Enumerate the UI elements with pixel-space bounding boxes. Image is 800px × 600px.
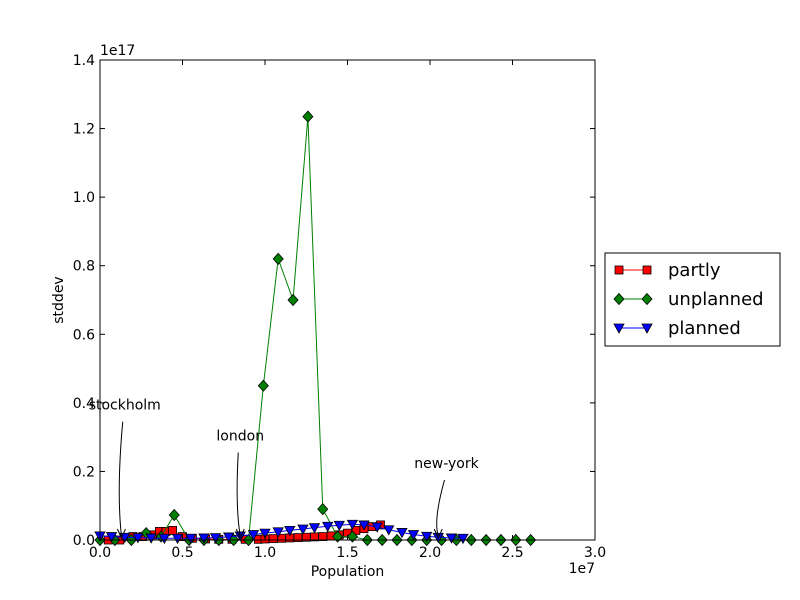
x-tick-label-1: 0.5 [171,545,193,561]
x-tick-label-5: 2.5 [501,545,523,561]
x-tick-label-0: 0.0 [89,545,111,561]
annotation-stockholm: stockholm [89,398,161,540]
data-point-unplanned-17 [346,530,358,543]
legend-label-planned: planned [668,318,741,339]
legend-item-planned: planned [613,318,741,339]
legend-marker-start-partly [614,265,624,275]
annotation-layer: stockholm london new-york [89,398,480,540]
annotation-label-london: london [216,429,264,445]
annotation-london: london [216,429,264,540]
data-point-planned-25 [407,530,420,541]
data-point-planned-18 [322,521,334,533]
y-tick-label-4: 0.8 [73,259,95,275]
x-exponent-label: 1e7 [569,561,595,577]
data-point-planned-24 [396,528,408,539]
data-point-planned-9 [209,533,222,544]
series-layer [94,110,537,547]
data-point-planned-21 [358,520,370,531]
data-point-planned-17 [308,523,321,534]
annotation-arrow-london [236,452,241,537]
y-exponent-label: 1e17 [100,43,135,59]
x-axis-label: Population [311,564,385,580]
data-point-planned-19 [333,520,345,532]
ticks-layer: 0.0 0.5 1.0 1.5 2.0 2.5 3.0 0.0 0.2 0.4 0.6 0.8 1.0 1… [73,53,606,561]
data-point-unplanned-5 [168,508,180,522]
legend: partly unplanned planned [604,252,781,347]
legend-item-partly: partly [614,260,721,281]
legend-marker-end-planned [641,323,653,334]
series-unplanned [94,110,537,547]
y-axis-label: stddev [51,276,67,323]
y-tick-label-3: 0.6 [73,327,95,343]
data-point-planned-7 [185,533,197,545]
annotation-arrowhead-new-york [433,528,443,540]
annotation-label-new-york: new-york [414,456,479,472]
data-point-unplanned-13 [287,293,299,307]
legend-marker-start-unplanned [613,292,625,306]
data-point-planned-23 [383,525,395,536]
data-point-planned-28 [445,533,458,544]
data-point-planned-16 [297,524,309,535]
data-point-planned-15 [284,526,296,537]
data-point-planned-3 [132,533,144,544]
annotation-new-york: new-york [414,456,480,540]
legend-marker-end-partly [642,265,652,275]
data-point-planned-1 [105,532,118,543]
legend-marker-end-unplanned [641,292,653,306]
data-point-planned-22 [371,522,383,533]
plot-frame [99,59,596,541]
legend-item-unplanned: unplanned [613,289,764,310]
data-point-planned-14 [272,527,284,538]
data-point-unplanned-12 [272,252,284,265]
data-point-planned-20 [346,519,359,531]
data-point-planned-13 [259,528,271,539]
x-tick-label-3: 1.5 [336,545,358,561]
data-point-planned-26 [421,531,433,543]
y-tick-label-2: 0.4 [73,396,95,412]
data-point-unplanned-15 [317,503,329,516]
y-tick-label-5: 1.0 [73,190,95,206]
x-tick-label-4: 2.0 [419,545,441,561]
annotation-arrowhead-stockholm [116,528,126,540]
annotation-arrow-stockholm [118,421,124,537]
y-tick-label-6: 1.2 [73,122,95,138]
legend-label-unplanned: unplanned [668,289,764,310]
y-tick-label-0: 0.0 [73,533,95,549]
data-point-planned-5 [158,533,171,545]
data-point-planned-10 [223,532,235,543]
data-point-unplanned-14 [302,110,314,123]
x-tick-label-6: 3.0 [584,545,606,561]
series-line-unplanned [100,116,531,541]
data-point-planned-12 [247,530,260,541]
legend-label-partly: partly [668,260,721,281]
data-point-planned-4 [145,533,157,544]
data-point-partly-16 [268,534,278,544]
data-point-partly-7 [168,526,178,535]
data-point-planned-11 [234,531,246,542]
y-tick-label-7: 1.4 [73,53,95,69]
x-tick-label-2: 1.0 [254,545,276,561]
data-point-unplanned-11 [257,379,269,392]
legend-marker-start-planned [613,323,625,334]
annotation-label-stockholm: stockholm [89,398,161,414]
series-planned [94,519,469,545]
data-point-unplanned-16 [332,530,344,543]
y-tick-label-1: 0.2 [73,464,95,480]
data-point-partly-22 [318,532,328,541]
data-point-planned-8 [198,533,210,544]
data-point-planned-29 [457,533,469,545]
data-point-planned-6 [171,533,184,545]
annotation-arrowhead-london [235,528,245,540]
annotation-arrow-new-york [436,479,445,537]
